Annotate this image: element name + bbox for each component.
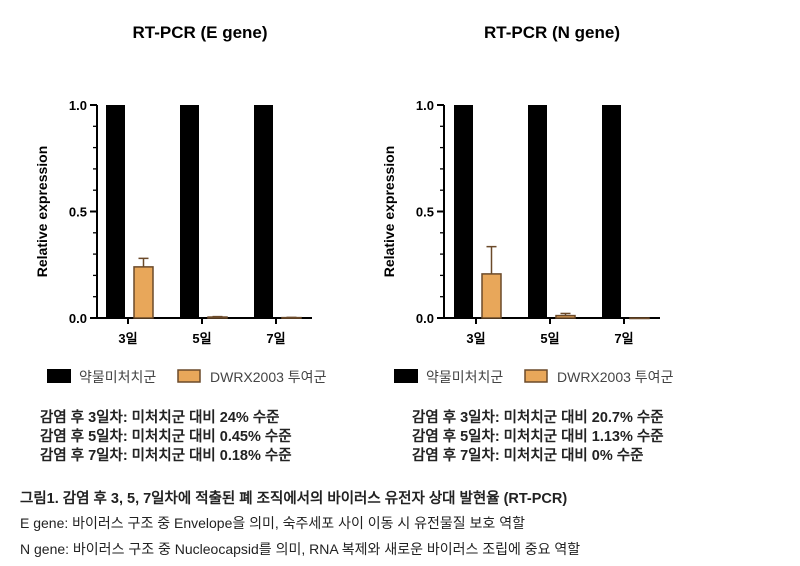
x-tick-label: 5일 bbox=[192, 331, 211, 346]
legend-swatch-untreated bbox=[47, 369, 71, 383]
bar-untreated bbox=[528, 105, 547, 318]
bar-untreated bbox=[454, 105, 473, 318]
bar-untreated bbox=[602, 105, 621, 318]
chart-n-gene: RT-PCR (N gene) Relative expression 0.0 0.5… bbox=[381, 23, 674, 385]
y-tick-label: 1.0 bbox=[416, 98, 434, 113]
bar-untreated bbox=[254, 105, 273, 318]
y-tick-label: 0.5 bbox=[416, 205, 434, 220]
x-tick-label: 7일 bbox=[614, 331, 633, 346]
summary-left: 감염 후 3일차: 미처치군 대비 24% 수준 감염 후 5일차: 미처치군 … bbox=[40, 409, 292, 466]
summary-line: 감염 후 5일차: 미처치군 대비 0.45% 수준 bbox=[40, 429, 292, 445]
bar-untreated bbox=[106, 105, 125, 318]
figure-caption-title: 그림1. 감염 후 3, 5, 7일차에 적출된 폐 조직에서의 바이러스 유전… bbox=[20, 491, 568, 507]
bar-dwrx2003 bbox=[133, 266, 154, 319]
legend-label-untreated: 약물미처치군 bbox=[426, 369, 503, 385]
caption-n-gene: N gene: 바이러스 구조 중 Nucleocapsid를 의미, RNA … bbox=[20, 541, 581, 557]
summary-line: 감염 후 5일차: 미처치군 대비 1.13% 수준 bbox=[412, 429, 664, 445]
x-tick-label: 5일 bbox=[540, 331, 559, 346]
legend-label-dwrx2003: DWRX2003 투여군 bbox=[210, 369, 327, 385]
x-tick-label: 7일 bbox=[266, 331, 285, 346]
y-tick-label: 0.0 bbox=[69, 311, 87, 326]
chart-e-gene: RT-PCR (E gene) Relative expression 0.0 0.5… bbox=[34, 23, 327, 385]
bar-dwrx2003 bbox=[207, 316, 228, 319]
summary-line: 감염 후 3일차: 미처치군 대비 24% 수준 bbox=[40, 410, 280, 426]
chart-title: RT-PCR (N gene) bbox=[484, 23, 620, 42]
legend-swatch-untreated bbox=[394, 369, 418, 383]
y-axis-label: Relative expression bbox=[34, 146, 50, 278]
y-tick-label: 0.5 bbox=[69, 205, 87, 220]
bar-dwrx2003 bbox=[629, 317, 650, 320]
y-tick-label: 1.0 bbox=[69, 98, 87, 113]
legend-swatch-dwrx2003 bbox=[524, 369, 548, 383]
x-tick-label: 3일 bbox=[466, 331, 485, 346]
summary-right: 감염 후 3일차: 미처치군 대비 20.7% 수준 감염 후 5일차: 미처치… bbox=[412, 409, 664, 466]
y-axis-label: Relative expression bbox=[381, 146, 397, 278]
summary-line: 감염 후 3일차: 미처치군 대비 20.7% 수준 bbox=[412, 410, 664, 426]
bar-untreated bbox=[180, 105, 199, 318]
legend-label-dwrx2003: DWRX2003 투여군 bbox=[557, 369, 674, 385]
summary-line: 감염 후 7일차: 미처치군 대비 0.18% 수준 bbox=[40, 448, 292, 464]
summary-line: 감염 후 7일차: 미처치군 대비 0% 수준 bbox=[412, 448, 644, 464]
x-tick-label: 3일 bbox=[118, 331, 137, 346]
bar-dwrx2003 bbox=[281, 316, 302, 319]
caption-e-gene: E gene: 바이러스 구조 중 Envelope을 의미, 숙주세포 사이 … bbox=[20, 515, 525, 531]
chart-title: RT-PCR (E gene) bbox=[132, 23, 267, 42]
bar-dwrx2003 bbox=[481, 273, 502, 319]
legend-label-untreated: 약물미처치군 bbox=[79, 369, 156, 385]
legend-swatch-dwrx2003 bbox=[177, 369, 201, 383]
y-tick-label: 0.0 bbox=[416, 311, 434, 326]
bar-dwrx2003 bbox=[555, 314, 576, 319]
